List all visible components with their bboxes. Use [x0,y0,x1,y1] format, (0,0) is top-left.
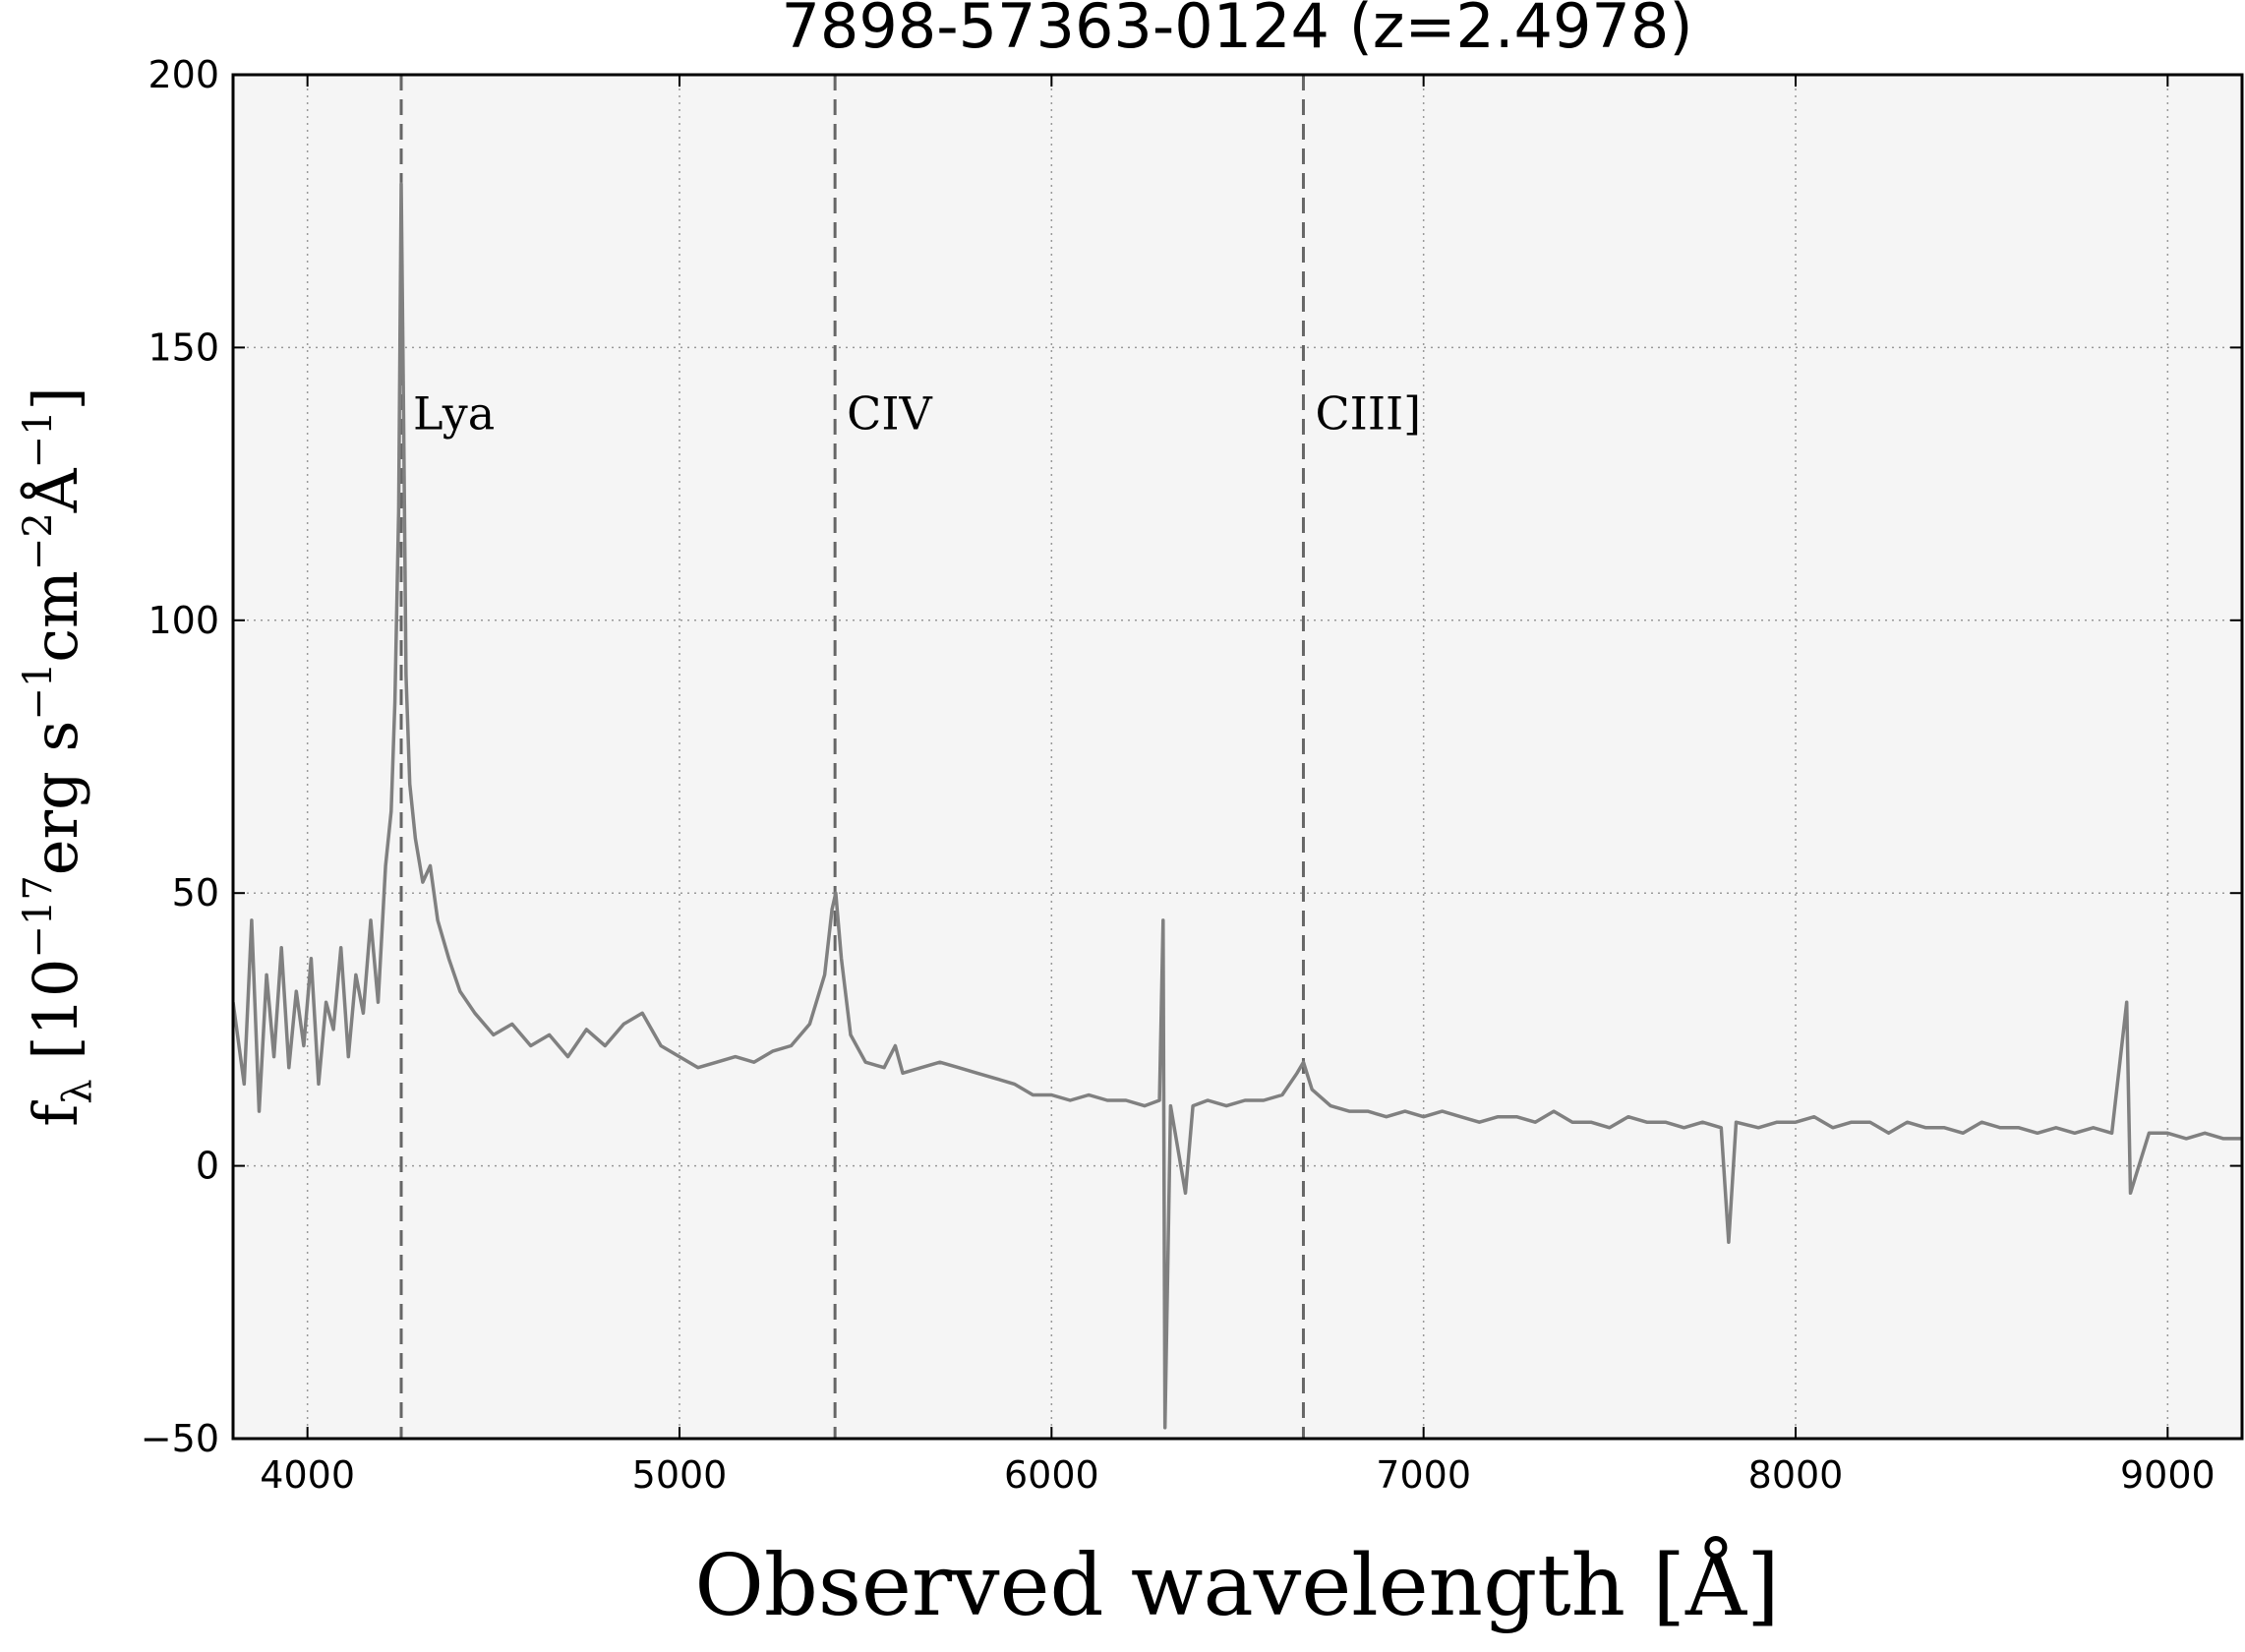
plot-frame [231,73,2244,1441]
y-axis-label-part: cm [20,570,91,663]
plot-background [233,75,2242,1439]
y-tick-label: 150 [148,325,219,369]
x-tick-label: 5000 [632,1453,728,1497]
y-axis-label-part: [10 [20,959,91,1080]
x-tick-label: 7000 [1376,1453,1471,1497]
y-axis-label-part: erg s [20,721,91,876]
spectrum-line [233,182,2242,1430]
x-tick-label: 8000 [1748,1453,1844,1497]
y-tick-label: 50 [172,871,219,914]
y-tick-label: 100 [148,599,219,642]
y-axis-label: fλ [10−17erg s−1cm−2Å−1] [16,386,100,1126]
x-tick-label: 4000 [260,1453,355,1497]
annotation-label: CIV [847,387,932,441]
y-tick-label: 0 [196,1145,219,1188]
annotation-label: CIII] [1315,387,1421,441]
y-axis-label-part: ] [20,386,91,410]
y-axis-label-part: −1 [16,410,61,468]
annotation-label: Lya [413,387,495,441]
x-tick-label: 6000 [1004,1453,1099,1497]
y-axis-label-part: −17 [16,875,61,958]
y-tick-label: −50 [141,1417,219,1460]
y-axis-label-part: λ [55,1079,100,1103]
plot-area [233,182,2242,1430]
y-axis-label-part: −1 [16,663,61,721]
y-tick-label: 200 [148,53,219,96]
y-axis-label-part: −2 [16,512,61,570]
x-tick-label: 9000 [2120,1453,2215,1497]
chart-title: 7898-57363-0124 (z=2.4978) [781,0,1692,62]
y-axis-label-part: f [20,1100,91,1127]
y-axis-label-part: Å [20,467,91,513]
x-axis-label: Observed wavelength [Å] [694,1536,1779,1635]
